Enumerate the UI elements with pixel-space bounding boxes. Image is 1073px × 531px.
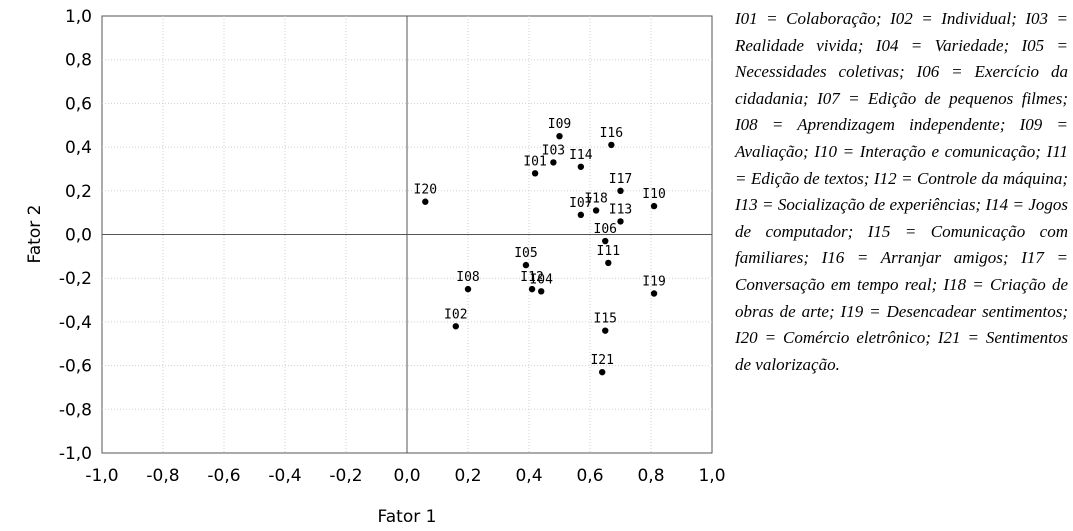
data-point-i15	[602, 327, 609, 334]
data-points: I01I02I03I04I05I06I07I08I09I10I11I12I13I…	[414, 117, 666, 376]
x-tick-label: 0,0	[393, 466, 420, 486]
x-axis-title: Fator 1	[378, 507, 437, 527]
x-tick-labels: -1,0 -0,8 -0,6 -0,4 -0,2 0,0 0,2 0,4 0,6 0,8 1,0	[85, 466, 725, 486]
y-tick-label: 0,8	[65, 51, 92, 71]
y-axis-title: Fator 2	[25, 205, 45, 264]
zero-axes	[102, 16, 712, 453]
data-point-i21	[599, 368, 606, 376]
point-label-i21: I21	[590, 353, 613, 368]
y-tick-label: -0,2	[59, 269, 92, 289]
point-label-i08: I08	[456, 270, 479, 285]
data-point-i09	[556, 132, 563, 140]
point-label-i18: I18	[584, 191, 607, 206]
point-label-i20: I20	[414, 183, 437, 198]
data-point-i12	[528, 285, 536, 293]
data-point-i05	[522, 261, 530, 269]
y-tick-label: -0,4	[59, 313, 92, 333]
data-point-i01	[531, 170, 539, 177]
data-point-i18	[592, 207, 600, 214]
data-point-i08	[464, 285, 472, 293]
x-tick-label: 0,6	[576, 466, 603, 486]
x-tick-label: 0,4	[515, 466, 542, 486]
point-label-i10: I10	[642, 187, 665, 202]
data-point-i16	[608, 141, 615, 149]
data-point-i14	[577, 163, 585, 170]
x-tick-label: -0,4	[268, 466, 301, 486]
point-label-i12: I12	[520, 270, 543, 285]
y-tick-label: 0,4	[65, 138, 92, 158]
data-point-i06	[602, 237, 609, 245]
y-tick-label: -0,6	[59, 357, 92, 377]
data-point-i10	[650, 202, 658, 210]
y-tick-label: 1,0	[65, 7, 92, 27]
x-tick-label: -0,8	[146, 466, 179, 486]
data-point-i17	[617, 187, 624, 194]
point-label-i05: I05	[514, 246, 537, 261]
x-tick-label: -0,6	[207, 466, 240, 486]
point-label-i13: I13	[609, 202, 632, 217]
x-tick-label: -0,2	[329, 466, 362, 486]
data-point-i20	[422, 198, 429, 205]
scatter-chart: -1,0 -0,8 -0,6 -0,4 -0,2 0,0 0,2 0,4 0,6 0,8 1,0 1…	[25, 7, 726, 527]
point-label-i15: I15	[594, 312, 617, 327]
legend-text: I01 = Colaboração; I02 = Individual; I03…	[735, 9, 1068, 374]
point-label-i19: I19	[642, 274, 665, 289]
data-point-i03	[550, 159, 557, 166]
point-label-i03: I03	[542, 143, 565, 158]
y-tick-labels: 1,0 0,8 0,6 0,4 0,2 0,0 -0,2 -0,4 -0,6 -0,8 -1,0	[59, 7, 92, 464]
data-point-i11	[605, 259, 612, 267]
data-point-i19	[650, 290, 658, 297]
point-label-i07: I07	[569, 196, 592, 211]
point-label-i01: I01	[523, 154, 546, 169]
y-tick-label: 0,2	[65, 182, 92, 202]
data-point-i02	[452, 323, 459, 330]
point-label-i11: I11	[597, 244, 620, 259]
x-tick-label: 0,2	[454, 466, 481, 486]
point-label-i06: I06	[594, 222, 617, 237]
y-tick-label: -1,0	[59, 444, 92, 464]
x-tick-label: -1,0	[85, 466, 118, 486]
point-label-i16: I16	[600, 126, 623, 141]
point-label-i04: I04	[529, 272, 553, 287]
y-tick-label: -0,8	[59, 400, 92, 420]
point-label-i02: I02	[444, 307, 467, 322]
data-point-i07	[577, 211, 585, 219]
y-tick-label: 0,0	[65, 226, 92, 246]
data-point-i04	[538, 288, 545, 295]
point-label-i09: I09	[548, 117, 571, 132]
data-point-i13	[617, 218, 624, 225]
point-label-i14: I14	[569, 148, 593, 163]
x-tick-label: 0,8	[637, 466, 664, 486]
point-label-i17: I17	[609, 172, 632, 187]
x-tick-label: 1,0	[698, 466, 725, 486]
y-tick-label: 0,6	[65, 94, 92, 114]
